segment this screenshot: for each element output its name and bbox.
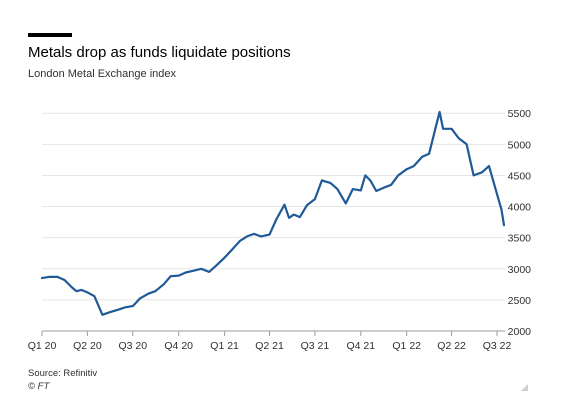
- x-tick-label: Q3 21: [301, 340, 330, 352]
- x-tick-label: Q3 20: [118, 340, 147, 352]
- series-line: [40, 110, 506, 316]
- resize-handle-icon: [521, 384, 528, 391]
- x-tick-label: Q2 20: [73, 340, 102, 352]
- chart-subtitle: London Metal Exchange index: [28, 68, 176, 80]
- x-tick-labels: Q1 20 Q2 20 Q3 20 Q4 20 Q1 21 Q2 21 Q3 21 Q4 21…: [28, 331, 512, 352]
- y-tick-label: 4500: [508, 170, 532, 182]
- y-tick-label: 5500: [508, 108, 532, 120]
- chart-title: Metals drop as funds liquidate positions: [28, 44, 291, 61]
- copyright-note: © FT: [28, 381, 50, 392]
- x-tick-label: Q1 21: [210, 340, 239, 352]
- source-note: Source: Refinitiv: [28, 368, 98, 379]
- x-tick-label: Q2 22: [437, 340, 466, 352]
- y-tick-label: 3500: [508, 233, 532, 245]
- y-tick-label: 5000: [508, 139, 532, 151]
- top-rule: [28, 33, 72, 37]
- series-group: [40, 110, 506, 316]
- y-tick-labels: 2000 2500 3000 3500 4000 4500 5000 5500: [508, 108, 532, 338]
- line-chart: 2000 2500 3000 3500 4000 4500 5000 5500 Q1 20 Q2…: [28, 108, 532, 352]
- y-tick-label: 2500: [508, 295, 532, 307]
- y-tick-label: 3000: [508, 264, 532, 276]
- x-tick-label: Q1 20: [28, 340, 57, 352]
- x-tick-label: Q4 20: [164, 340, 193, 352]
- y-tick-label: 4000: [508, 202, 532, 214]
- x-tick-label: Q4 21: [346, 340, 375, 352]
- x-tick-label: Q3 22: [483, 340, 512, 352]
- x-tick-label: Q1 22: [392, 340, 421, 352]
- x-tick-label: Q2 21: [255, 340, 284, 352]
- gridlines: [42, 112, 505, 332]
- y-tick-label: 2000: [508, 326, 532, 338]
